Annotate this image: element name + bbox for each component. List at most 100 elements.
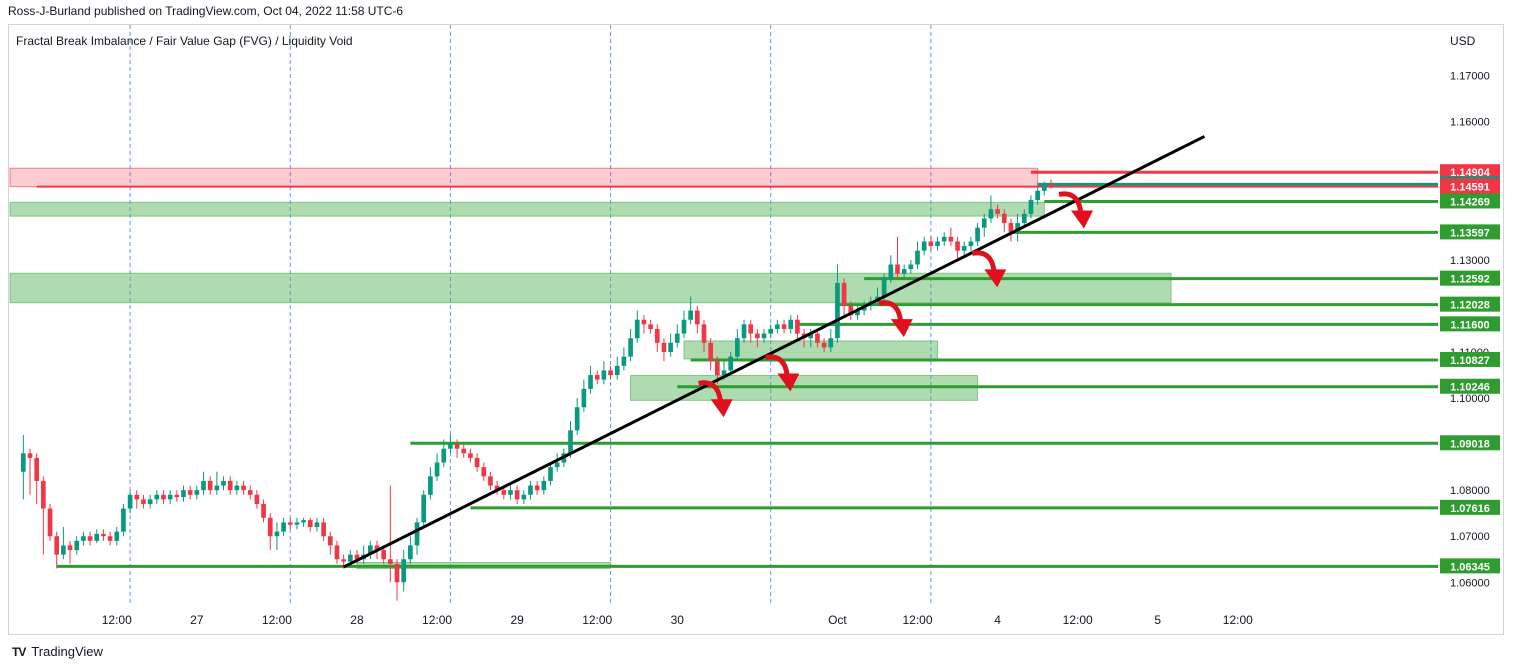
candle-body[interactable] — [354, 554, 360, 560]
candle-body[interactable] — [448, 444, 453, 449]
candle-body[interactable] — [141, 499, 146, 504]
candle-body[interactable] — [781, 324, 787, 329]
candle-body[interactable] — [961, 246, 967, 251]
candle-body[interactable] — [134, 494, 140, 500]
candle-body[interactable] — [101, 533, 106, 537]
candle-body[interactable] — [1015, 223, 1020, 233]
candle-body[interactable] — [107, 536, 113, 541]
candle-body[interactable] — [995, 209, 1000, 214]
candle-body[interactable] — [21, 453, 26, 472]
candle-body[interactable] — [541, 480, 547, 491]
candle-body[interactable] — [394, 563, 400, 583]
candle-body[interactable] — [87, 536, 93, 541]
candle-body[interactable] — [795, 319, 800, 334]
candle-body[interactable] — [1028, 200, 1034, 214]
candle-body[interactable] — [61, 545, 66, 555]
candle-body[interactable] — [494, 485, 500, 491]
candle-body[interactable] — [167, 494, 173, 500]
candle-body[interactable] — [634, 319, 640, 339]
candle-body[interactable] — [674, 333, 680, 343]
candle-body[interactable] — [1001, 213, 1007, 224]
candle-body[interactable] — [421, 494, 427, 523]
candle-body[interactable] — [574, 407, 580, 431]
candle-body[interactable] — [294, 522, 300, 525]
candle-body[interactable] — [1041, 183, 1047, 191]
candle-body[interactable] — [27, 453, 33, 458]
candle-body[interactable] — [681, 319, 687, 334]
candle-body[interactable] — [935, 241, 940, 247]
candle-body[interactable] — [94, 533, 100, 541]
candle-body[interactable] — [274, 531, 280, 537]
candle-body[interactable] — [314, 522, 320, 528]
footer[interactable]: TV TradingView — [12, 644, 103, 659]
candle-body[interactable] — [855, 310, 860, 316]
candle-body[interactable] — [254, 494, 260, 504]
candle-body[interactable] — [881, 278, 887, 297]
candle-body[interactable] — [608, 370, 613, 376]
candle-body[interactable] — [247, 490, 253, 495]
candle-body[interactable] — [548, 467, 553, 481]
candle-body[interactable] — [388, 559, 393, 564]
candle-body[interactable] — [67, 545, 73, 551]
candle-body[interactable] — [287, 522, 293, 525]
candle-body[interactable] — [721, 370, 727, 376]
candle-body[interactable] — [821, 342, 827, 348]
candle-body[interactable] — [181, 490, 186, 498]
candle-body[interactable] — [654, 328, 660, 343]
candle-body[interactable] — [975, 227, 980, 242]
candle-body[interactable] — [648, 324, 653, 329]
candle-body[interactable] — [628, 338, 633, 357]
candle-body[interactable] — [714, 361, 720, 376]
candle-body[interactable] — [341, 559, 346, 562]
candle-body[interactable] — [1035, 190, 1040, 201]
candle-body[interactable] — [501, 490, 507, 495]
candle-body[interactable] — [374, 545, 380, 551]
candle-body[interactable] — [47, 508, 53, 537]
candle-body[interactable] — [454, 444, 460, 449]
candle-body[interactable] — [207, 480, 213, 491]
candle-body[interactable] — [521, 494, 527, 500]
candle-body[interactable] — [474, 457, 480, 468]
candle-body[interactable] — [174, 494, 180, 498]
candle-body[interactable] — [201, 480, 206, 491]
candle-body[interactable] — [147, 499, 153, 504]
candle-body[interactable] — [768, 328, 774, 334]
candle-body[interactable] — [441, 448, 447, 463]
candle-body[interactable] — [748, 324, 754, 334]
candle-body[interactable] — [1048, 183, 1054, 185]
candle-body[interactable] — [41, 480, 46, 509]
candle-body[interactable] — [588, 375, 593, 389]
candle-body[interactable] — [988, 209, 994, 219]
candle-body[interactable] — [735, 338, 740, 357]
candle-body[interactable] — [267, 517, 273, 537]
candle-body[interactable] — [835, 282, 840, 339]
candle-body[interactable] — [968, 241, 974, 247]
candle-body[interactable] — [828, 338, 834, 348]
candle-body[interactable] — [241, 485, 246, 491]
candle-body[interactable] — [401, 559, 407, 583]
candle-body[interactable] — [775, 324, 780, 329]
candle-body[interactable] — [761, 333, 767, 339]
candle-body[interactable] — [481, 467, 487, 477]
candle-body[interactable] — [227, 480, 233, 491]
candle-body[interactable] — [34, 457, 40, 481]
candle-body[interactable] — [908, 264, 914, 270]
fvg-zone[interactable] — [9, 201, 1045, 217]
candle-body[interactable] — [941, 236, 947, 242]
candle-body[interactable] — [347, 554, 353, 562]
candle-body[interactable] — [381, 550, 387, 560]
candle-body[interactable] — [741, 324, 747, 339]
candle-body[interactable] — [327, 536, 333, 546]
trendline[interactable] — [342, 135, 1206, 569]
candle-body[interactable] — [755, 333, 760, 339]
candle-body[interactable] — [514, 490, 520, 500]
candle-body[interactable] — [1008, 223, 1014, 233]
candle-body[interactable] — [901, 269, 907, 274]
candle-body[interactable] — [1021, 213, 1027, 224]
candle-body[interactable] — [307, 520, 313, 528]
candle-body[interactable] — [848, 305, 854, 316]
candle-body[interactable] — [187, 490, 193, 495]
candle-body[interactable] — [614, 365, 620, 376]
candle-body[interactable] — [214, 485, 220, 491]
